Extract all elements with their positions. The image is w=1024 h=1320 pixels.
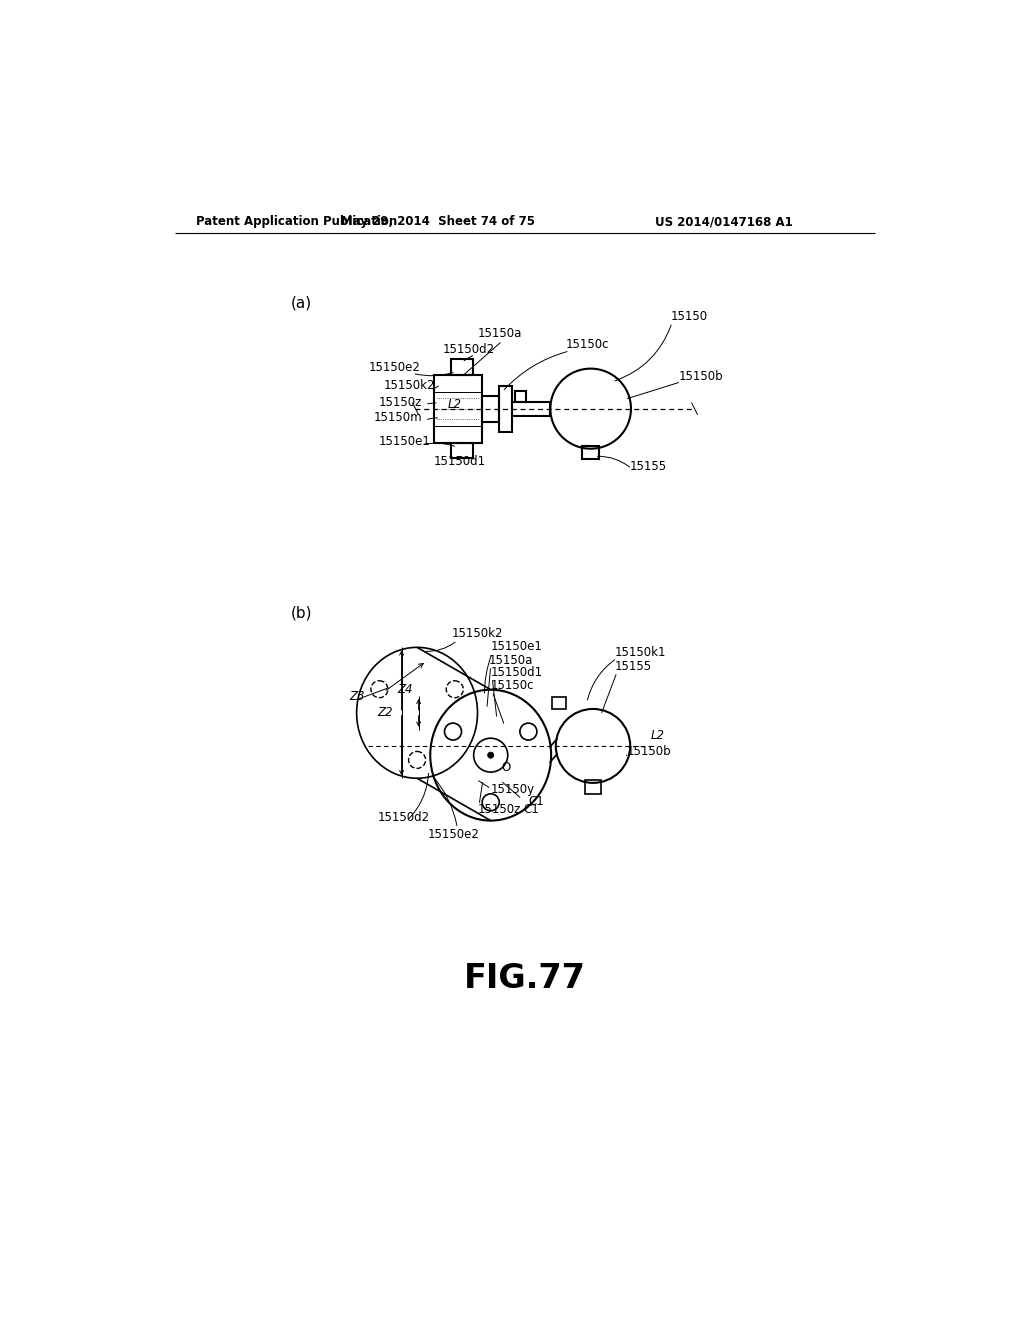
Bar [434, 375, 482, 442]
Bar [500, 385, 512, 432]
Bar [512, 401, 550, 416]
Text: FIG.77: FIG.77 [464, 962, 586, 995]
Text: L2: L2 [449, 397, 462, 411]
Bar [452, 442, 473, 458]
Text: 15150e2: 15150e2 [428, 828, 479, 841]
Text: US 2014/0147168 A1: US 2014/0147168 A1 [655, 215, 793, 228]
Text: 15150k1: 15150k1 [614, 647, 667, 659]
Text: 15150: 15150 [671, 310, 708, 323]
Text: 15155: 15155 [614, 660, 652, 673]
Bar [583, 446, 599, 459]
Text: 15150e1: 15150e1 [490, 640, 543, 653]
Text: 15150e2: 15150e2 [369, 362, 421, 375]
Text: 15150z: 15150z [378, 396, 422, 409]
Text: 15150a: 15150a [478, 327, 522, 341]
Text: 15150b: 15150b [678, 370, 723, 383]
Text: 15150m: 15150m [374, 412, 422, 425]
Text: 15155: 15155 [630, 459, 667, 473]
Text: (b): (b) [291, 605, 312, 620]
Text: 15150y: 15150y [490, 783, 535, 796]
Text: O: O [502, 760, 511, 774]
Text: L2: L2 [650, 730, 665, 742]
Text: 15150c: 15150c [490, 680, 535, 693]
Text: Z4: Z4 [397, 684, 413, 696]
Text: (a): (a) [291, 296, 312, 310]
Text: 15150k2: 15150k2 [452, 627, 504, 640]
Text: May 29, 2014  Sheet 74 of 75: May 29, 2014 Sheet 74 of 75 [341, 215, 535, 228]
Text: 15150b: 15150b [627, 744, 672, 758]
Text: 15150e1: 15150e1 [379, 436, 431, 449]
Text: C1: C1 [523, 803, 539, 816]
Text: Patent Application Publication: Patent Application Publication [197, 215, 397, 228]
Text: 15150d2: 15150d2 [378, 810, 430, 824]
Circle shape [487, 752, 494, 758]
Text: Z2: Z2 [377, 706, 392, 719]
Text: Z3: Z3 [349, 690, 366, 704]
Bar [552, 697, 566, 709]
Bar [452, 359, 473, 375]
Text: 15150d2: 15150d2 [443, 343, 495, 356]
Bar [586, 780, 601, 793]
Text: 15150z: 15150z [477, 803, 521, 816]
Text: 15150a: 15150a [489, 653, 534, 667]
Text: 15150d1: 15150d1 [433, 455, 485, 469]
Bar [515, 391, 525, 401]
Text: C1: C1 [528, 795, 544, 808]
Text: 15150k2: 15150k2 [384, 379, 435, 392]
Text: 15150c: 15150c [566, 338, 609, 351]
Text: 15150d1: 15150d1 [490, 667, 543, 680]
Bar [482, 396, 500, 422]
